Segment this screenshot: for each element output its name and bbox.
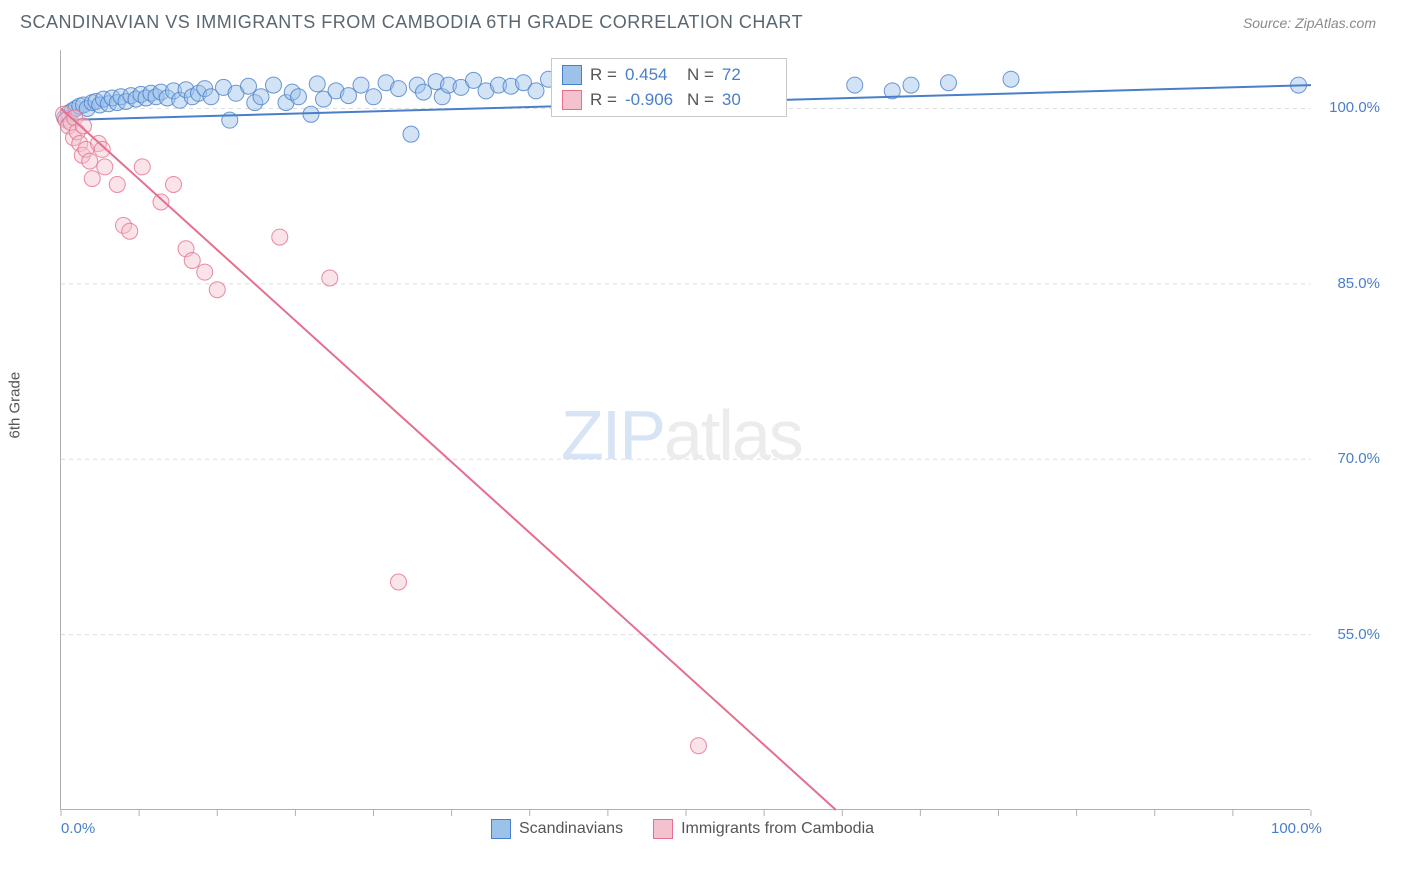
legend-swatch-2 — [653, 819, 673, 839]
correlation-stats-box: R = 0.454 N = 72 R = -0.906 N = 30 — [551, 58, 787, 117]
stats-r-value-2: -0.906 — [625, 88, 679, 113]
source-attribution: Source: ZipAtlas.com — [1243, 15, 1376, 31]
x-tick-label: 100.0% — [1271, 820, 1322, 837]
chart-container: ZIPatlas 100.0%85.0%70.0%55.0% 0.0%100.0… — [60, 50, 1380, 830]
stats-r-label: R = — [590, 88, 617, 113]
legend-label-1: Scandinavians — [519, 820, 623, 838]
stats-r-label: R = — [590, 63, 617, 88]
y-tick-label: 100.0% — [1320, 99, 1380, 116]
chart-title: SCANDINAVIAN VS IMMIGRANTS FROM CAMBODIA… — [20, 12, 803, 33]
legend-swatch-1 — [491, 819, 511, 839]
legend-item-series2: Immigrants from Cambodia — [653, 819, 874, 839]
header: SCANDINAVIAN VS IMMIGRANTS FROM CAMBODIA… — [0, 0, 1406, 41]
stats-n-label: N = — [687, 88, 714, 113]
y-tick-label: 85.0% — [1320, 275, 1380, 292]
legend-square-series1 — [562, 65, 582, 85]
y-axis-label: 6th Grade — [7, 372, 24, 439]
stats-n-value-2: 30 — [722, 88, 776, 113]
stats-row-series1: R = 0.454 N = 72 — [562, 63, 776, 88]
legend-square-series2 — [562, 90, 582, 110]
stats-n-label: N = — [687, 63, 714, 88]
legend-item-series1: Scandinavians — [491, 819, 623, 839]
bottom-legend: Scandinavians Immigrants from Cambodia — [491, 819, 874, 839]
legend-label-2: Immigrants from Cambodia — [681, 820, 874, 838]
plot-area: ZIPatlas 100.0%85.0%70.0%55.0% 0.0%100.0… — [60, 50, 1310, 810]
y-tick-label: 55.0% — [1320, 626, 1380, 643]
y-tick-label: 70.0% — [1320, 450, 1380, 467]
stats-n-value-1: 72 — [722, 63, 776, 88]
x-tick-label: 0.0% — [61, 820, 95, 837]
stats-row-series2: R = -0.906 N = 30 — [562, 88, 776, 113]
scatter-plot-svg — [61, 50, 1311, 810]
stats-r-value-1: 0.454 — [625, 63, 679, 88]
